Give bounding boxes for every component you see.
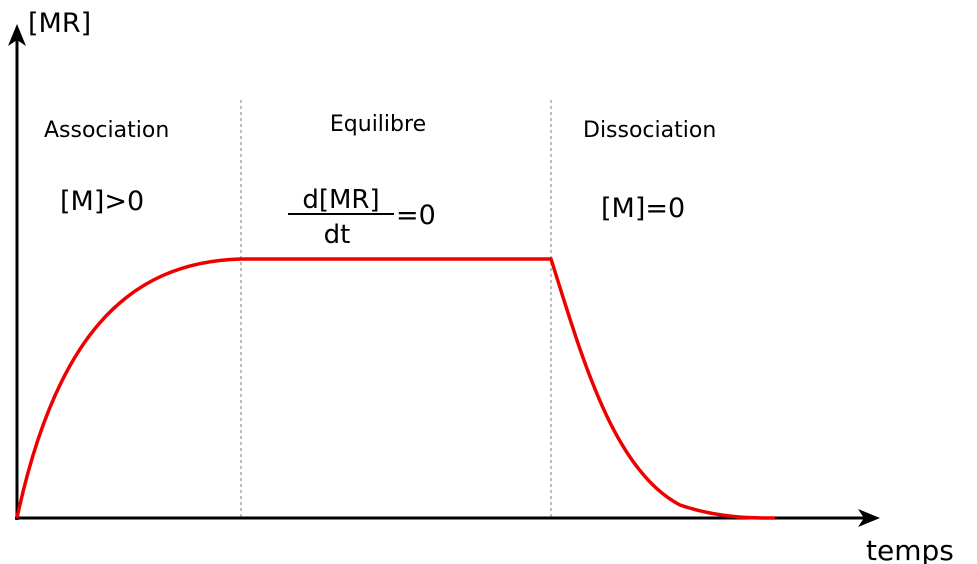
response-curve (15, 257, 776, 520)
fraction-denominator: dt (324, 220, 351, 250)
fraction-numerator: d[MR] (302, 185, 379, 215)
phase-condition: [M]=0 (601, 193, 685, 224)
phase-title: Dissociation (583, 118, 716, 143)
x-axis-label: temps (866, 534, 954, 564)
phase-title: Equilibre (330, 112, 426, 137)
y-axis-label: [MR] (28, 8, 91, 39)
phase-condition: =0 (396, 200, 436, 231)
phase-title: Association (44, 118, 169, 143)
y-axis-arrow (8, 24, 26, 46)
x-axis-arrow (858, 509, 880, 527)
phase-condition: [M]>0 (60, 186, 144, 217)
